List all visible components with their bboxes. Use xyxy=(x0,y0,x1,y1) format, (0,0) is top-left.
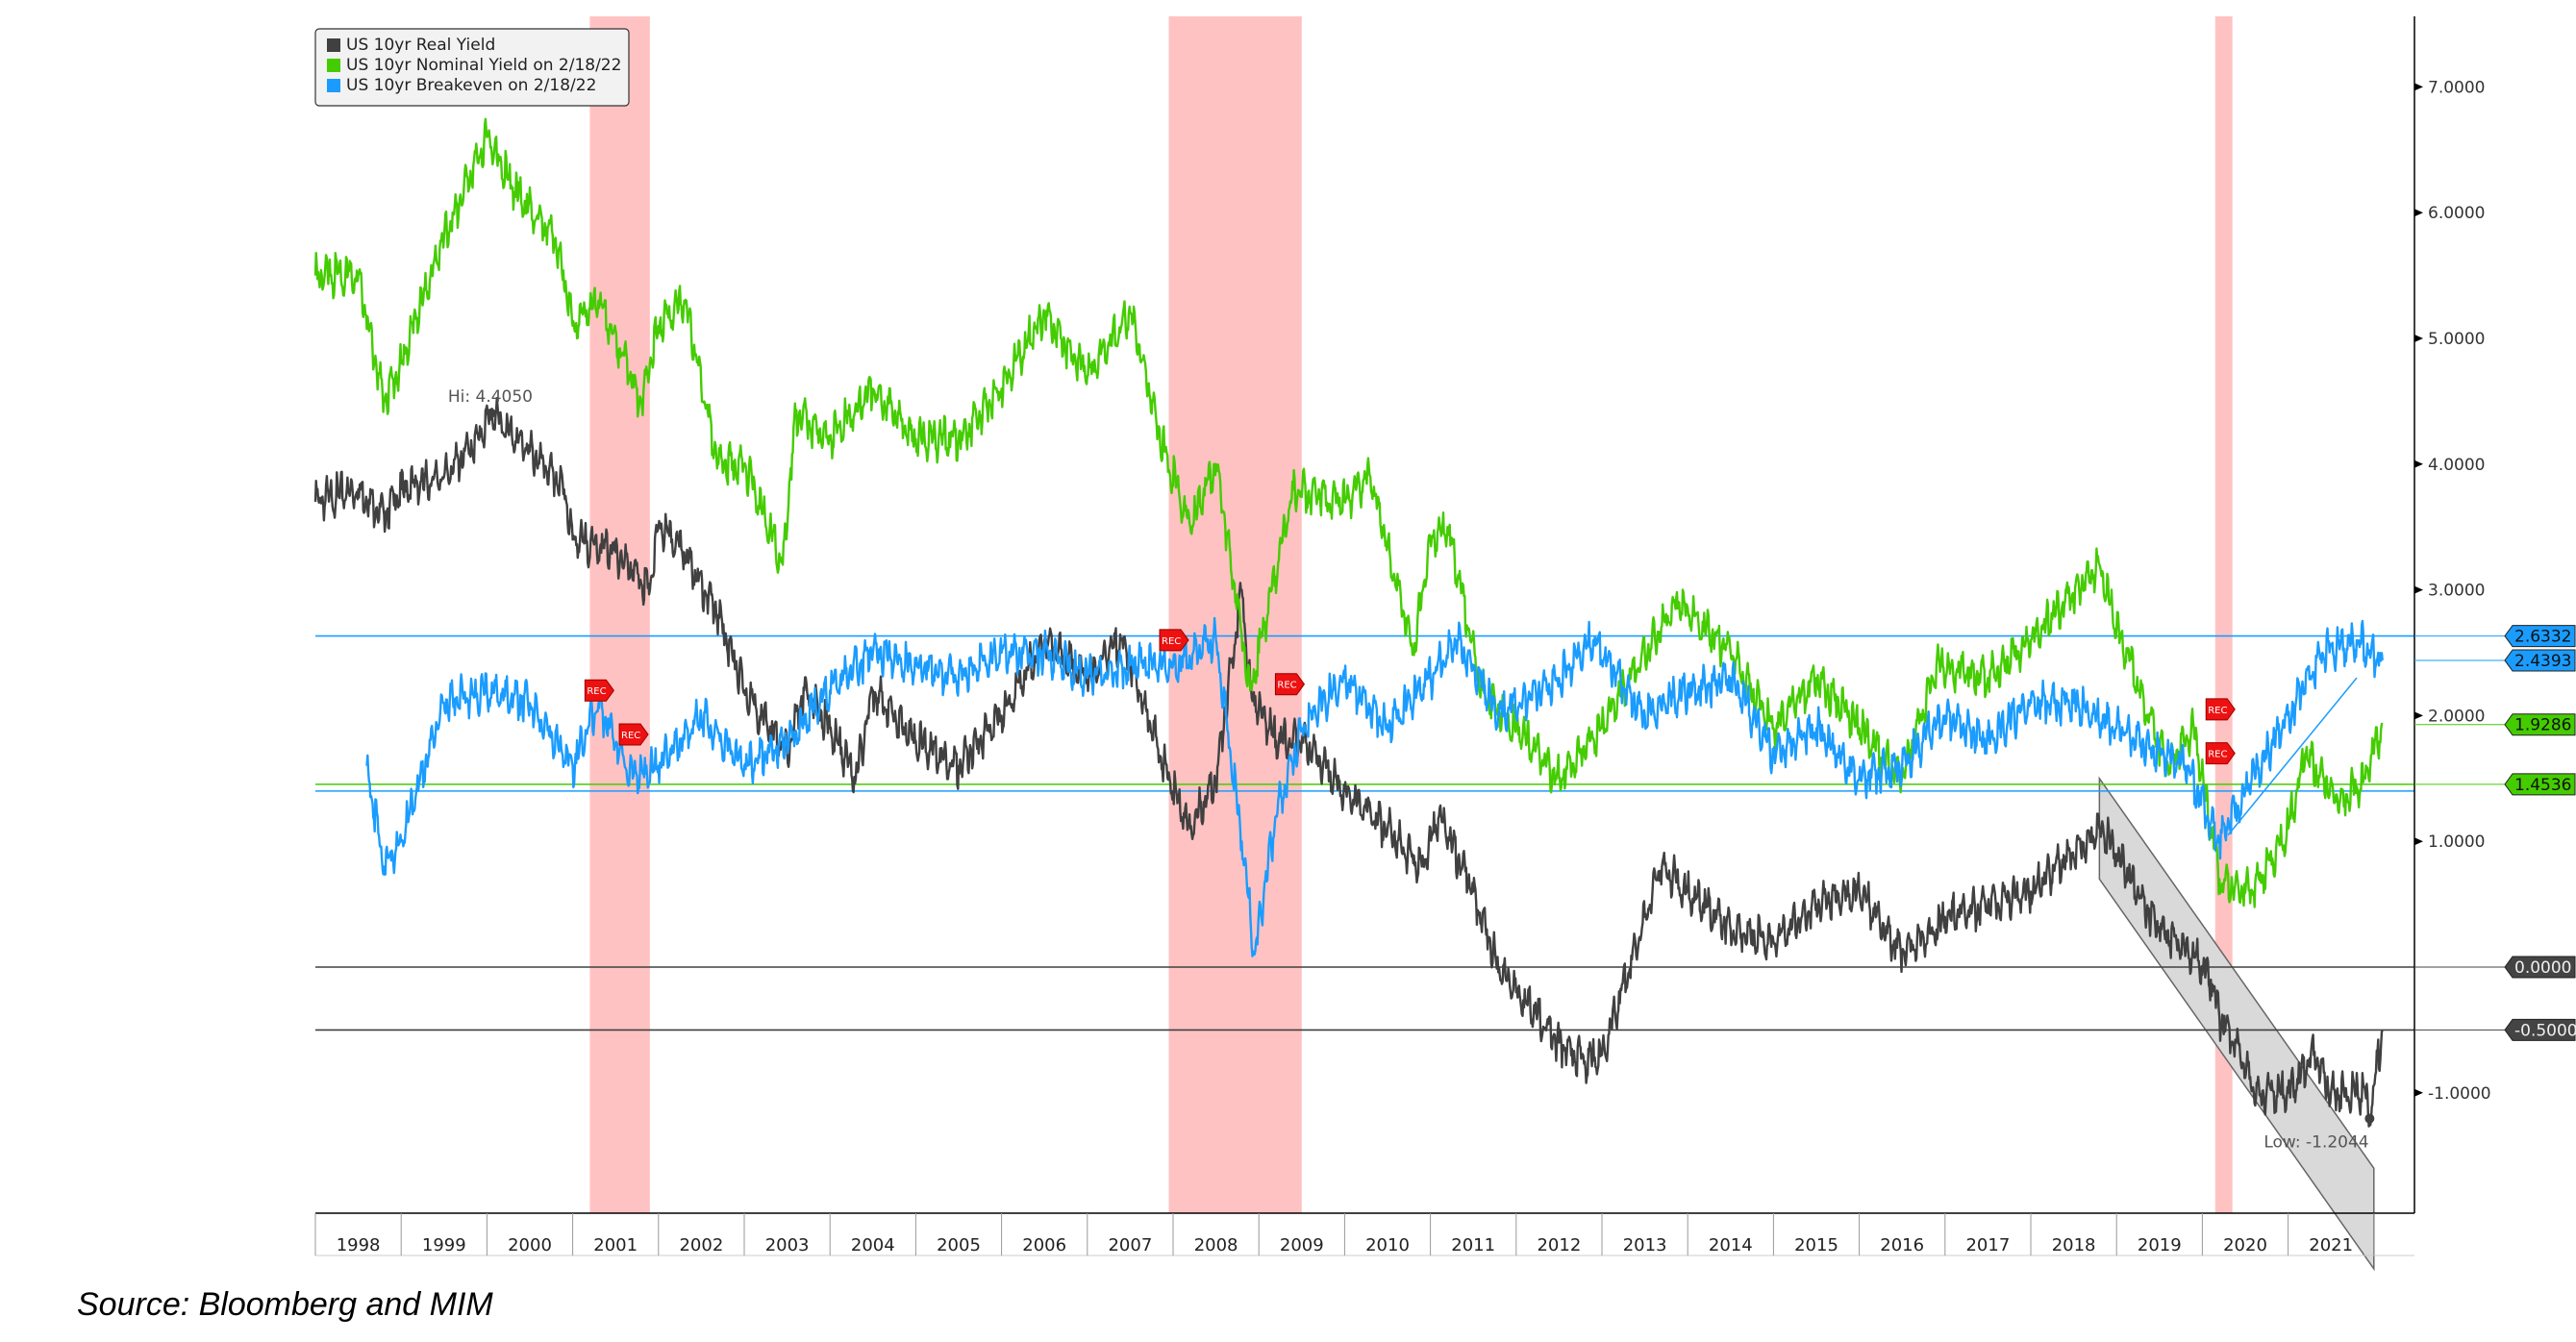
series-line-0 xyxy=(313,396,2384,1128)
rec-marker-flag xyxy=(618,723,649,746)
value-tag-box xyxy=(2504,773,2576,796)
legend-swatch xyxy=(327,59,340,72)
value-tag-label: 1.9286 xyxy=(2514,716,2571,735)
rec-marker-flag xyxy=(2205,742,2236,765)
x-tick-label: 2000 xyxy=(508,1235,552,1255)
x-tick-label: 2015 xyxy=(1794,1235,1838,1255)
y-tick-label: 5.0000 xyxy=(2428,330,2485,349)
y-tick-label: 4.0000 xyxy=(2428,456,2485,475)
series-line-1 xyxy=(313,117,2384,908)
y-tick-label: 7.0000 xyxy=(2428,78,2485,97)
x-tick-label: 2008 xyxy=(1194,1235,1238,1255)
y-tick xyxy=(2414,837,2423,846)
rec-marker-flag xyxy=(1274,673,1306,696)
rec-marker: REC xyxy=(2205,698,2236,721)
rec-marker-flag xyxy=(584,679,614,702)
extreme-point xyxy=(2364,1113,2375,1124)
y-tick xyxy=(2414,209,2423,217)
rec-marker: REC xyxy=(1159,629,1189,652)
legend-label: US 10yr Real Yield xyxy=(346,36,495,55)
value-tag-box xyxy=(2504,713,2576,736)
rec-marker-label: REC xyxy=(2208,706,2227,716)
y-tick-label: 1.0000 xyxy=(2428,833,2485,852)
recession-band xyxy=(589,16,650,1213)
last-value-tag: 2.4393 xyxy=(2414,649,2576,672)
y-tick-label: 3.0000 xyxy=(2428,582,2485,601)
last-value-tag: 1.9286 xyxy=(2414,713,2576,736)
value-tag-box xyxy=(2504,625,2576,648)
x-tick-label: 2021 xyxy=(2309,1235,2353,1255)
legend-swatch xyxy=(327,38,340,52)
x-tick-label: 2003 xyxy=(765,1235,810,1255)
series-line-2 xyxy=(365,616,2384,957)
x-tick-label: 2006 xyxy=(1022,1235,1066,1255)
y-tick-label: 2.0000 xyxy=(2428,707,2485,726)
annotation-high: Hi: 4.4050 xyxy=(448,387,533,407)
rec-marker-flag xyxy=(1159,629,1189,652)
x-tick-label: 2018 xyxy=(2052,1235,2096,1255)
recession-band xyxy=(2214,16,2233,1213)
recession-band xyxy=(1168,16,1302,1213)
x-tick-label: 2004 xyxy=(851,1235,895,1255)
legend-label: US 10yr Nominal Yield on 2/18/22 xyxy=(346,56,621,75)
x-tick-label: 2001 xyxy=(593,1235,638,1255)
rec-marker: REC xyxy=(1274,673,1306,696)
x-tick-label: 2013 xyxy=(1623,1235,1667,1255)
last-value-tag: 2.6332 xyxy=(2414,625,2576,648)
value-tag-label: 2.4393 xyxy=(2514,652,2571,671)
rec-marker-label: REC xyxy=(621,731,640,741)
legend-label: US 10yr Breakeven on 2/18/22 xyxy=(346,76,596,95)
legend-swatch xyxy=(327,79,340,92)
x-tick-label: 2016 xyxy=(1880,1235,1924,1255)
rec-marker-label: REC xyxy=(1162,636,1181,647)
x-tick-label: 2010 xyxy=(1365,1235,1410,1255)
y-tick xyxy=(2414,1088,2423,1097)
legend-box xyxy=(314,28,630,107)
y-tick xyxy=(2414,711,2423,720)
downtrend-channel xyxy=(2098,776,2375,1272)
extreme-point xyxy=(486,408,496,418)
trend-line xyxy=(2227,677,2358,836)
value-tag-label: 0.0000 xyxy=(2514,958,2571,978)
x-tick-label: 1999 xyxy=(422,1235,466,1255)
rec-marker-label: REC xyxy=(587,686,606,697)
y-tick xyxy=(2414,585,2423,594)
y-tick xyxy=(2414,83,2423,91)
x-tick-label: 2017 xyxy=(1965,1235,2010,1255)
value-tag-box xyxy=(2504,956,2576,979)
x-tick-label: 2011 xyxy=(1451,1235,1495,1255)
x-tick-label: 2014 xyxy=(1709,1235,1753,1255)
x-tick-label: 2009 xyxy=(1280,1235,1324,1255)
x-tick-label: 1998 xyxy=(337,1235,381,1255)
y-tick xyxy=(2414,460,2423,468)
x-tick-label: 2005 xyxy=(937,1235,981,1255)
last-value-tag: 0.0000 xyxy=(2414,956,2576,979)
x-tick-label: 2019 xyxy=(2138,1235,2182,1255)
source-note: Source: Bloomberg and MIM xyxy=(77,1286,493,1323)
last-value-tag: -0.5000 xyxy=(2414,1018,2576,1041)
x-tick-label: 2002 xyxy=(679,1235,723,1255)
value-tag-box xyxy=(2504,649,2576,672)
value-tag-label: -0.5000 xyxy=(2514,1021,2576,1040)
rec-marker-label: REC xyxy=(2208,750,2227,760)
x-tick-label: 2012 xyxy=(1537,1235,1581,1255)
value-tag-label: 2.6332 xyxy=(2514,628,2571,647)
x-tick-label: 2007 xyxy=(1108,1235,1152,1255)
annotation-low: Low: -1.2044 xyxy=(2263,1133,2368,1153)
value-tag-box xyxy=(2504,1018,2576,1041)
last-value-tag: 1.4536 xyxy=(2414,773,2576,796)
rec-marker-flag xyxy=(2205,698,2236,721)
rec-marker: REC xyxy=(618,723,649,746)
rec-marker-label: REC xyxy=(1277,681,1296,691)
rec-marker: REC xyxy=(584,679,614,702)
value-tag-label: 1.4536 xyxy=(2514,776,2571,795)
y-tick xyxy=(2414,335,2423,342)
rec-marker: REC xyxy=(2205,742,2236,765)
x-tick-label: 2020 xyxy=(2223,1235,2267,1255)
y-tick-label: -1.0000 xyxy=(2428,1084,2491,1104)
y-tick-label: 6.0000 xyxy=(2428,204,2485,223)
